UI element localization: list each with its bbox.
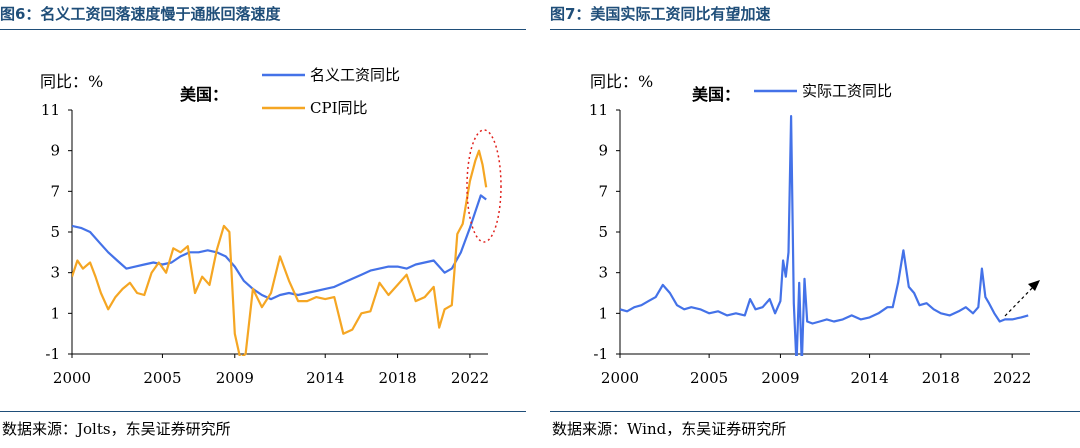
y-axis-unit-label: 同比：% [590, 72, 653, 91]
source-note: 数据来源：Jolts，东吴证券研究所 [2, 420, 231, 438]
y-tick-label: 3 [50, 264, 60, 282]
x-tick-label: 2000 [53, 369, 91, 387]
y-tick-label: 11 [41, 101, 60, 119]
left-figure-panel: 图6：名义工资回落速度慢于通胀回落速度 -1 1 3 5 7 9 11 2000 2005 200… [0, 0, 526, 448]
title-divider [550, 29, 1080, 30]
series-line-b [72, 149, 488, 356]
source-note: 数据来源：Wind，东吴证券研究所 [552, 420, 787, 438]
x-tick-label: 2018 [378, 369, 416, 387]
y-tick-label: 11 [589, 101, 608, 119]
legend-label-nominal-wage: 名义工资同比 [310, 66, 400, 84]
x-tick-label: 2000 [601, 369, 639, 387]
line-chart-wages-vs-cpi: -1 1 3 5 7 9 11 2000 2005 2009 2014 2018 2022 同比：% 美国… [40, 66, 502, 387]
peak-highlight-ellipse [466, 129, 502, 243]
title-divider [0, 29, 526, 30]
region-label: 美国： [692, 85, 740, 104]
y-tick-label: 9 [598, 142, 608, 160]
line-chart-real-wages: -1 1 3 5 7 9 11 2000 2005 2009 2014 2018 2022 同比：% 美国… [589, 72, 1040, 387]
series-line-a [620, 114, 1029, 356]
series-line-a [72, 194, 487, 301]
y-tick-label: 7 [598, 182, 608, 200]
x-tick-label: 2014 [850, 369, 888, 387]
source-divider [550, 411, 1080, 412]
y-tick-label: -1 [593, 345, 608, 363]
right-figure-panel: 图7：美国实际工资同比有望加速 -1 1 3 5 7 9 11 2000 2005 2009 201… [550, 0, 1080, 448]
y-tick-label: 7 [50, 182, 60, 200]
y-axis-unit-label: 同比：% [40, 72, 103, 91]
x-tick-label: 2009 [216, 369, 254, 387]
x-tick-label: 2018 [922, 369, 960, 387]
y-tick-label: -1 [45, 345, 60, 363]
x-tick-label: 2009 [761, 369, 799, 387]
y-tick-label: 5 [598, 223, 608, 241]
legend-label-real-wage: 实际工资同比 [802, 82, 892, 100]
legend-label-cpi: CPI同比 [310, 99, 368, 117]
figure-title: 图6：名义工资回落速度慢于通胀回落速度 [0, 5, 281, 23]
y-tick-label: 3 [598, 264, 608, 282]
figure-title: 图7：美国实际工资同比有望加速 [550, 5, 771, 23]
region-label: 美国： [180, 85, 228, 104]
trend-arrow [1004, 281, 1039, 317]
x-tick-label: 2022 [993, 369, 1031, 387]
y-tick-label: 1 [50, 304, 60, 322]
trend-arrow-head [1028, 280, 1040, 291]
x-tick-label: 2014 [306, 369, 344, 387]
x-tick-label: 2005 [143, 369, 181, 387]
y-tick-label: 9 [50, 142, 60, 160]
x-tick-label: 2005 [690, 369, 728, 387]
source-divider [0, 411, 526, 412]
x-tick-label: 2022 [451, 369, 489, 387]
y-tick-label: 1 [598, 304, 608, 322]
plot-area: -1 1 3 5 7 9 11 2000 2005 2009 2014 2018 2022 [589, 101, 1031, 387]
plot-area: -1 1 3 5 7 9 11 2000 2005 2009 2014 2018 2022 [41, 101, 489, 387]
y-tick-label: 5 [50, 223, 60, 241]
